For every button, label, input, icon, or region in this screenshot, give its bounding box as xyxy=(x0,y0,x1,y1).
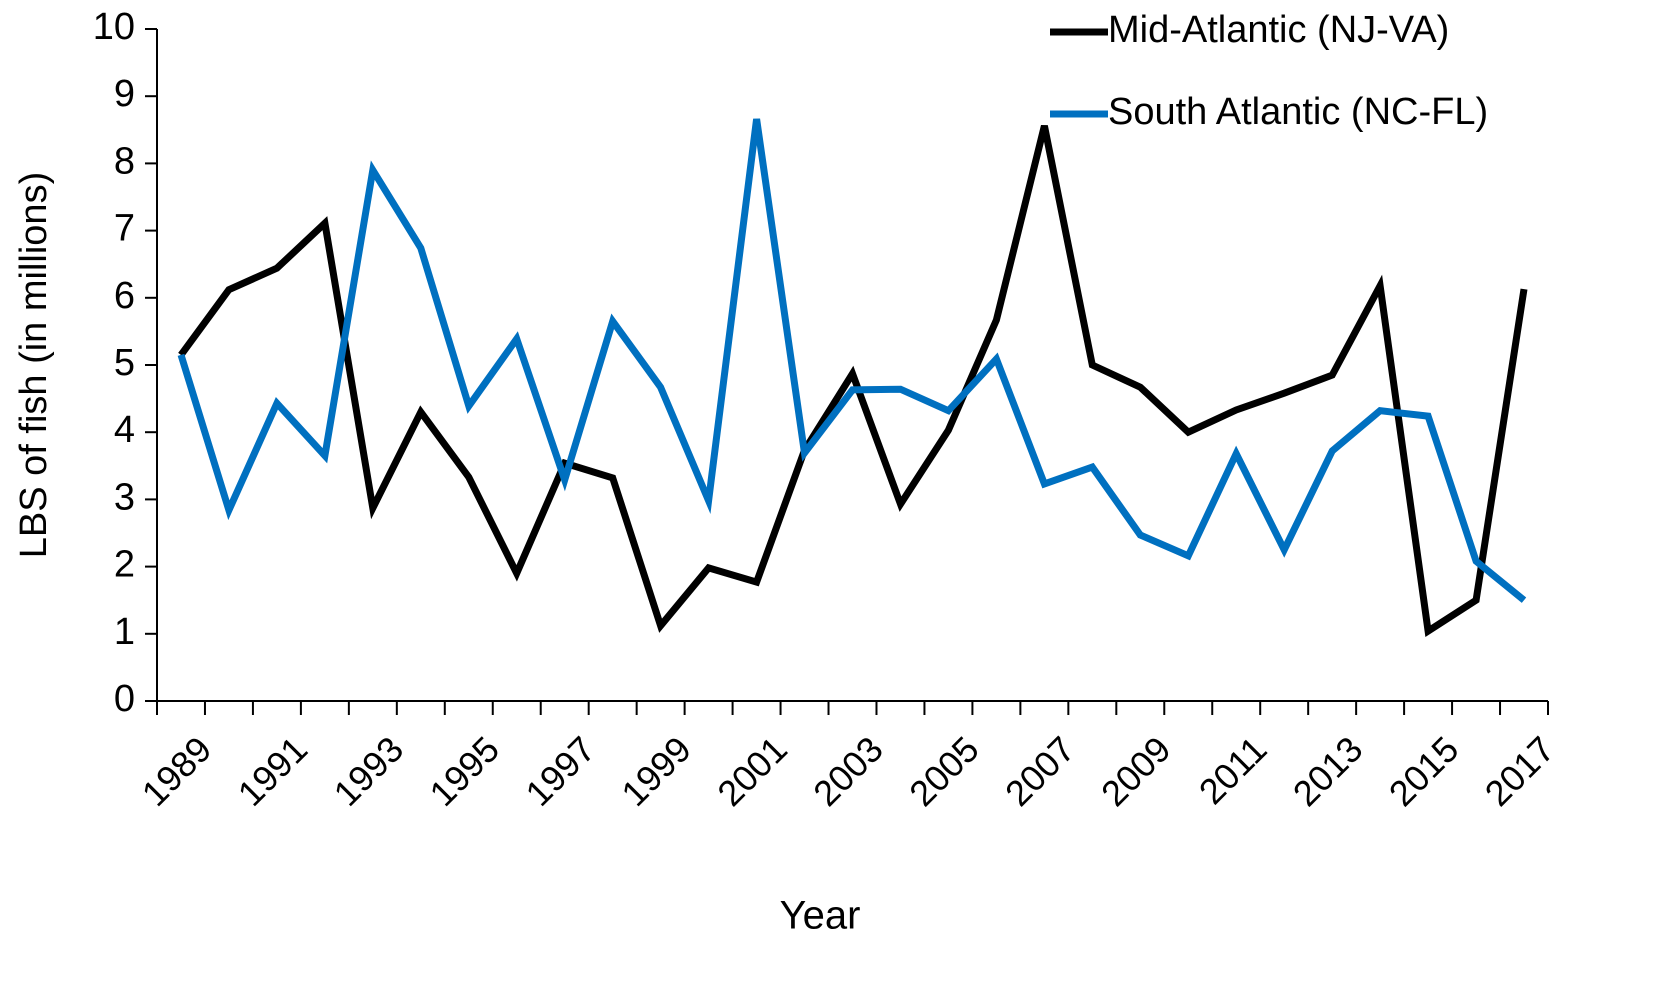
x-tick-label: 2015 xyxy=(1381,728,1467,814)
x-tick-label: 1995 xyxy=(421,728,507,814)
x-tick-label: 1997 xyxy=(517,728,603,814)
series-line xyxy=(178,124,1528,638)
x-tick-label: 2005 xyxy=(901,728,987,814)
x-tick-label: 2007 xyxy=(997,728,1083,814)
y-axis-title: LBS of fish (in millions) xyxy=(13,172,55,558)
x-tick-label: 2009 xyxy=(1093,728,1179,814)
y-tick-label: 8 xyxy=(114,140,135,182)
x-tick-label: 2011 xyxy=(1191,728,1275,812)
y-tick-label: 6 xyxy=(114,275,135,317)
x-tick-label: 1991 xyxy=(230,728,316,814)
x-tick-label: 1999 xyxy=(613,728,699,814)
y-tick-label: 2 xyxy=(114,544,135,586)
y-tick-label: 1 xyxy=(114,611,135,653)
y-tick-label: 4 xyxy=(114,409,135,451)
y-tick-label: 5 xyxy=(114,342,135,384)
y-tick-label: 7 xyxy=(114,208,135,250)
x-tick-label: 2017 xyxy=(1477,728,1563,814)
x-tick-label: 2001 xyxy=(709,728,795,814)
x-axis-title: Year xyxy=(780,894,861,938)
y-tick-label: 3 xyxy=(114,476,135,518)
y-tick-label: 0 xyxy=(114,678,135,720)
y-tick-label: 10 xyxy=(93,6,135,48)
legend-label: Mid-Atlantic (NJ-VA) xyxy=(1108,9,1449,51)
series-line xyxy=(177,118,1527,603)
x-tick-label: 2003 xyxy=(805,728,891,814)
legend-label: South Atlantic (NC-FL) xyxy=(1108,91,1488,133)
x-tick-label: 1993 xyxy=(326,728,412,814)
y-tick-label: 9 xyxy=(114,73,135,115)
x-tick-label: 2013 xyxy=(1285,728,1371,814)
x-tick-label: 1989 xyxy=(134,728,220,814)
